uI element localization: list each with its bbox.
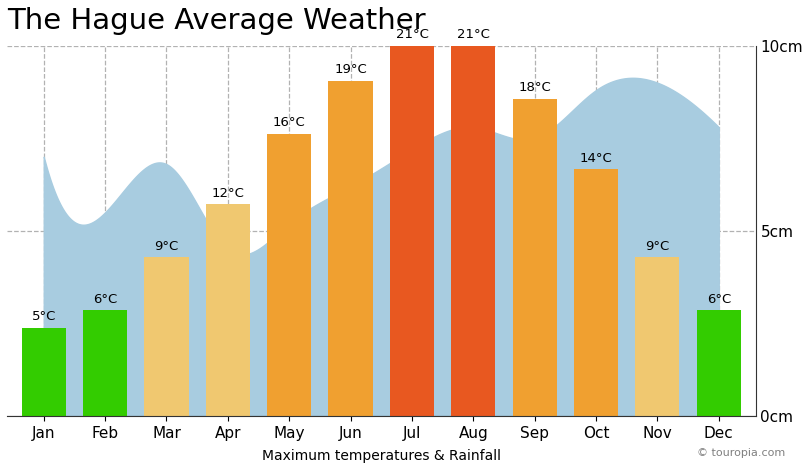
Text: 9°C: 9°C <box>646 240 670 253</box>
Text: 18°C: 18°C <box>518 81 551 94</box>
Bar <box>329 81 373 416</box>
Text: 6°C: 6°C <box>93 293 117 306</box>
Bar <box>83 310 127 416</box>
X-axis label: Maximum temperatures & Rainfall: Maximum temperatures & Rainfall <box>262 449 501 463</box>
Bar <box>451 46 496 416</box>
Text: The Hague Average Weather: The Hague Average Weather <box>7 7 425 35</box>
Text: 6°C: 6°C <box>706 293 731 306</box>
Text: 16°C: 16°C <box>273 117 305 129</box>
Bar <box>635 257 680 416</box>
Text: 12°C: 12°C <box>211 187 245 200</box>
Text: 21°C: 21°C <box>457 28 490 41</box>
Bar <box>22 328 66 416</box>
Bar <box>513 99 556 416</box>
Bar <box>206 204 250 416</box>
Bar <box>697 310 741 416</box>
Bar <box>574 169 618 416</box>
Bar <box>267 134 311 416</box>
Text: 19°C: 19°C <box>335 63 367 77</box>
Bar <box>390 46 434 416</box>
Text: 14°C: 14°C <box>580 152 612 164</box>
Bar <box>144 257 189 416</box>
Text: 9°C: 9°C <box>155 240 179 253</box>
Text: © touropia.com: © touropia.com <box>697 448 786 458</box>
Text: 21°C: 21°C <box>395 28 428 41</box>
Text: 5°C: 5°C <box>32 310 56 323</box>
